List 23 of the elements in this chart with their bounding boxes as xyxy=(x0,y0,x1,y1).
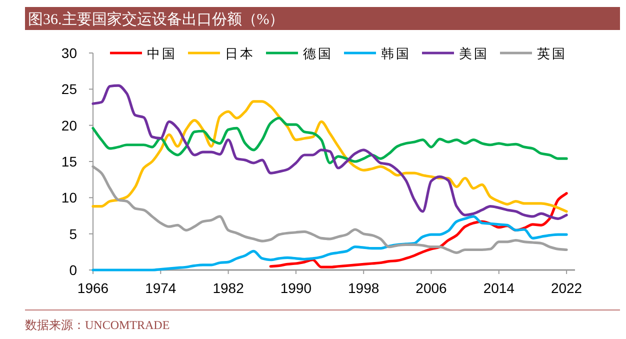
x-tick-label: 1982 xyxy=(212,280,244,296)
y-tick-label: 30 xyxy=(61,45,78,61)
y-tick-label: 10 xyxy=(61,190,78,206)
x-tick-label: 2014 xyxy=(483,280,515,296)
x-tick-label: 2006 xyxy=(416,280,448,296)
y-tick-label: 15 xyxy=(61,154,78,170)
x-tick-label: 1966 xyxy=(77,280,109,296)
y-tick-label: 20 xyxy=(61,117,78,134)
y-tick-label: 25 xyxy=(61,81,78,98)
y-tick-label: 0 xyxy=(69,262,78,278)
legend-label: 日本 xyxy=(225,46,255,61)
legend-label: 韩国 xyxy=(381,46,411,61)
x-tick-label: 1990 xyxy=(280,280,312,296)
legend-label: 中国 xyxy=(147,46,177,61)
legend-label: 美国 xyxy=(459,46,489,61)
x-tick-label: 1998 xyxy=(348,280,380,296)
title: 图36.主要国家交运设备出口份额（%） xyxy=(28,12,284,28)
legend-label: 英国 xyxy=(537,46,567,61)
legend-label: 德国 xyxy=(303,46,333,61)
y-tick-label: 5 xyxy=(69,226,78,242)
x-tick-label: 1974 xyxy=(145,280,176,296)
source-note: 数据来源：UNCOMTRADE xyxy=(25,318,170,332)
x-tick-label: 2022 xyxy=(550,280,582,296)
